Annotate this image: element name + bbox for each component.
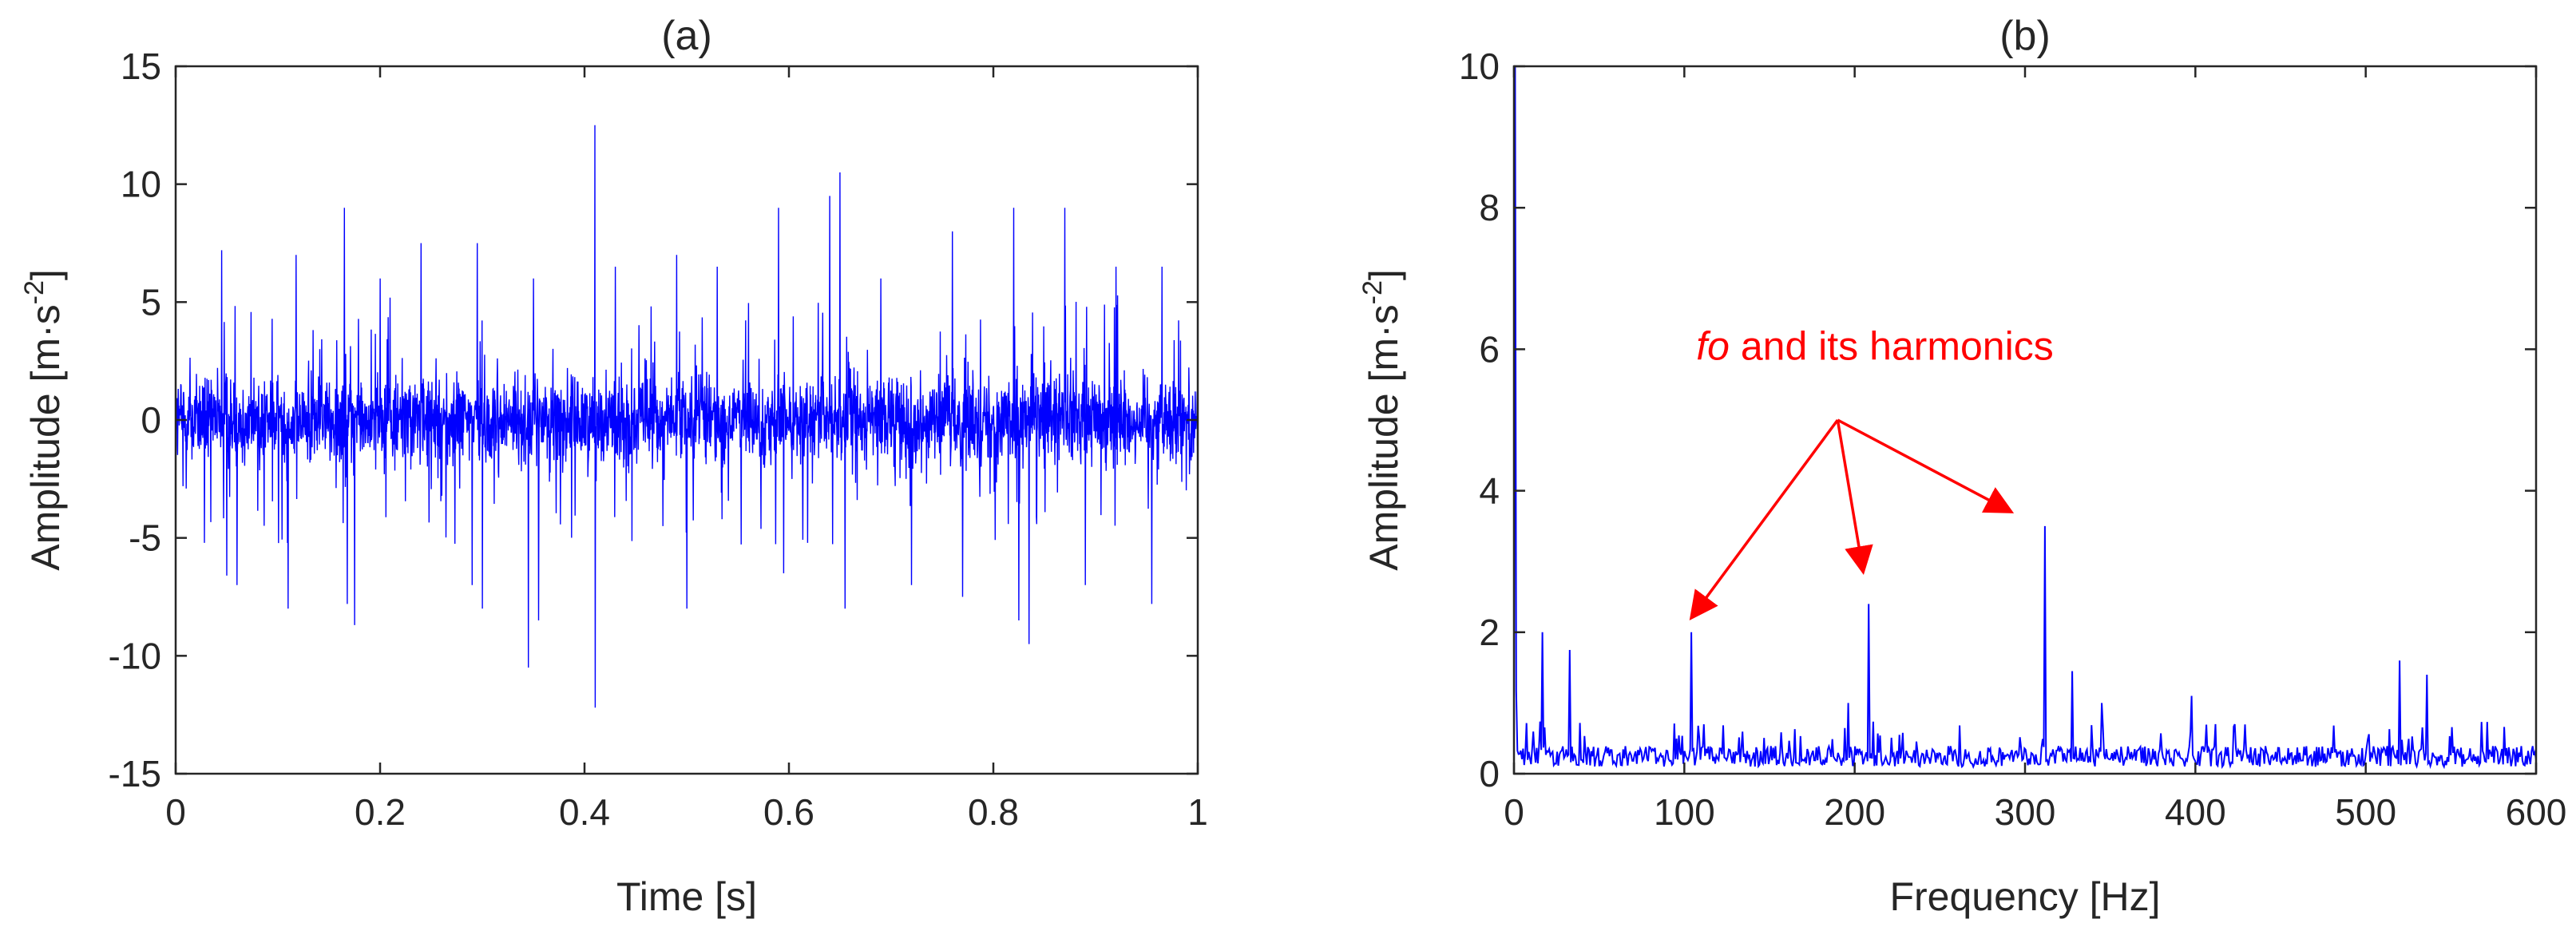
panel-a-signal-line xyxy=(175,125,1199,708)
panel-b-y-label: Amplitude [m·s-2] xyxy=(1357,269,1406,571)
panel-a-y-label: Amplitude [m·s-2] xyxy=(19,269,68,571)
panel-b-x-tick-label: 300 xyxy=(1995,791,2056,833)
panel-a-y-tick-label: -10 xyxy=(109,635,161,676)
panel-a-x-tick-label: 0.6 xyxy=(763,791,814,833)
panel-a-y-tick-label: 15 xyxy=(121,46,161,87)
annotation-label-rest: and its harmonics xyxy=(1730,324,2054,369)
panel-a-y-ticks: -15 -10 -5 0 5 10 15 xyxy=(109,46,1198,794)
panel-b-y-label-sup: -2 xyxy=(1357,280,1388,304)
panel-a: (a) 0 0.2 0.4 0.6 0.8 1 -15 -10 -5 0 5 10 15 Time [… xyxy=(19,13,1208,919)
panel-a-y-label-sup: -2 xyxy=(19,280,50,304)
panel-b-title: (b) xyxy=(1999,13,2051,59)
panel-b-y-tick-label: 6 xyxy=(1479,328,1500,370)
panel-b-y-tick-label: 0 xyxy=(1479,753,1500,794)
harmonics-annotation: fo and its harmonics xyxy=(1689,324,2054,620)
panel-b-x-label: Frequency [Hz] xyxy=(1889,874,2160,919)
panel-a-y-tick-label: 0 xyxy=(141,399,161,441)
panel-b-axes-box xyxy=(1512,65,2538,775)
panel-a-x-tick-label: 0.2 xyxy=(355,791,406,833)
panel-a-plot-area xyxy=(175,125,1199,708)
panel-b-y-ticks: 0 2 4 6 8 10 xyxy=(1459,46,2536,794)
panel-a-y-tick-label: 5 xyxy=(141,281,161,323)
panel-b-y-tick-label: 8 xyxy=(1479,187,1500,228)
annotation-label: fo and its harmonics xyxy=(1696,324,2053,369)
panel-b-plot-area xyxy=(1513,65,2537,770)
panel-b-y-label-end: ] xyxy=(1361,269,1406,280)
panel-b-x-ticks: 0 100 200 300 400 500 600 xyxy=(1504,66,2566,833)
panel-a-y-label-end: ] xyxy=(23,269,68,280)
panel-a-title: (a) xyxy=(661,13,712,59)
panel-b-y-tick-label: 4 xyxy=(1479,470,1500,512)
panel-b-x-tick-label: 400 xyxy=(2165,791,2226,833)
annotation-label-italic: fo xyxy=(1696,324,1730,369)
panel-a-x-tick-label: 0 xyxy=(165,791,186,833)
panel-b-y-tick-label: 10 xyxy=(1459,46,1500,87)
panel-a-x-label: Time [s] xyxy=(616,874,757,919)
panel-b-x-tick-label: 100 xyxy=(1654,791,1715,833)
panel-a-y-tick-label: 10 xyxy=(121,164,161,205)
panel-b-x-tick-label: 0 xyxy=(1504,791,1524,833)
panel-b-x-tick-label: 200 xyxy=(1824,791,1885,833)
annotation-arrow xyxy=(1836,419,1873,576)
panel-a-y-tick-label: -15 xyxy=(109,753,161,794)
panel-a-x-ticks: 0 0.2 0.4 0.6 0.8 1 xyxy=(165,66,1208,833)
panel-a-y-label-main: Amplitude [m·s xyxy=(23,304,68,570)
panel-b: (b) 0 100 200 300 400 500 600 0 2 4 6 8 10 Frequenc… xyxy=(1357,13,2566,919)
annotation-arrow xyxy=(1837,418,2015,513)
panel-a-x-tick-label: 0.4 xyxy=(559,791,610,833)
panel-a-x-tick-label: 0.8 xyxy=(968,791,1019,833)
panel-b-spectrum-line xyxy=(1513,65,2537,770)
panel-b-y-label-main: Amplitude [m·s xyxy=(1361,304,1406,570)
panel-b-x-tick-label: 600 xyxy=(2506,791,2567,833)
panel-a-y-tick-label: -5 xyxy=(129,517,161,559)
annotation-arrow xyxy=(1689,418,1839,620)
panel-a-x-tick-label: 1 xyxy=(1187,791,1208,833)
panel-b-y-tick-label: 2 xyxy=(1479,612,1500,653)
panel-b-x-tick-label: 500 xyxy=(2335,791,2396,833)
